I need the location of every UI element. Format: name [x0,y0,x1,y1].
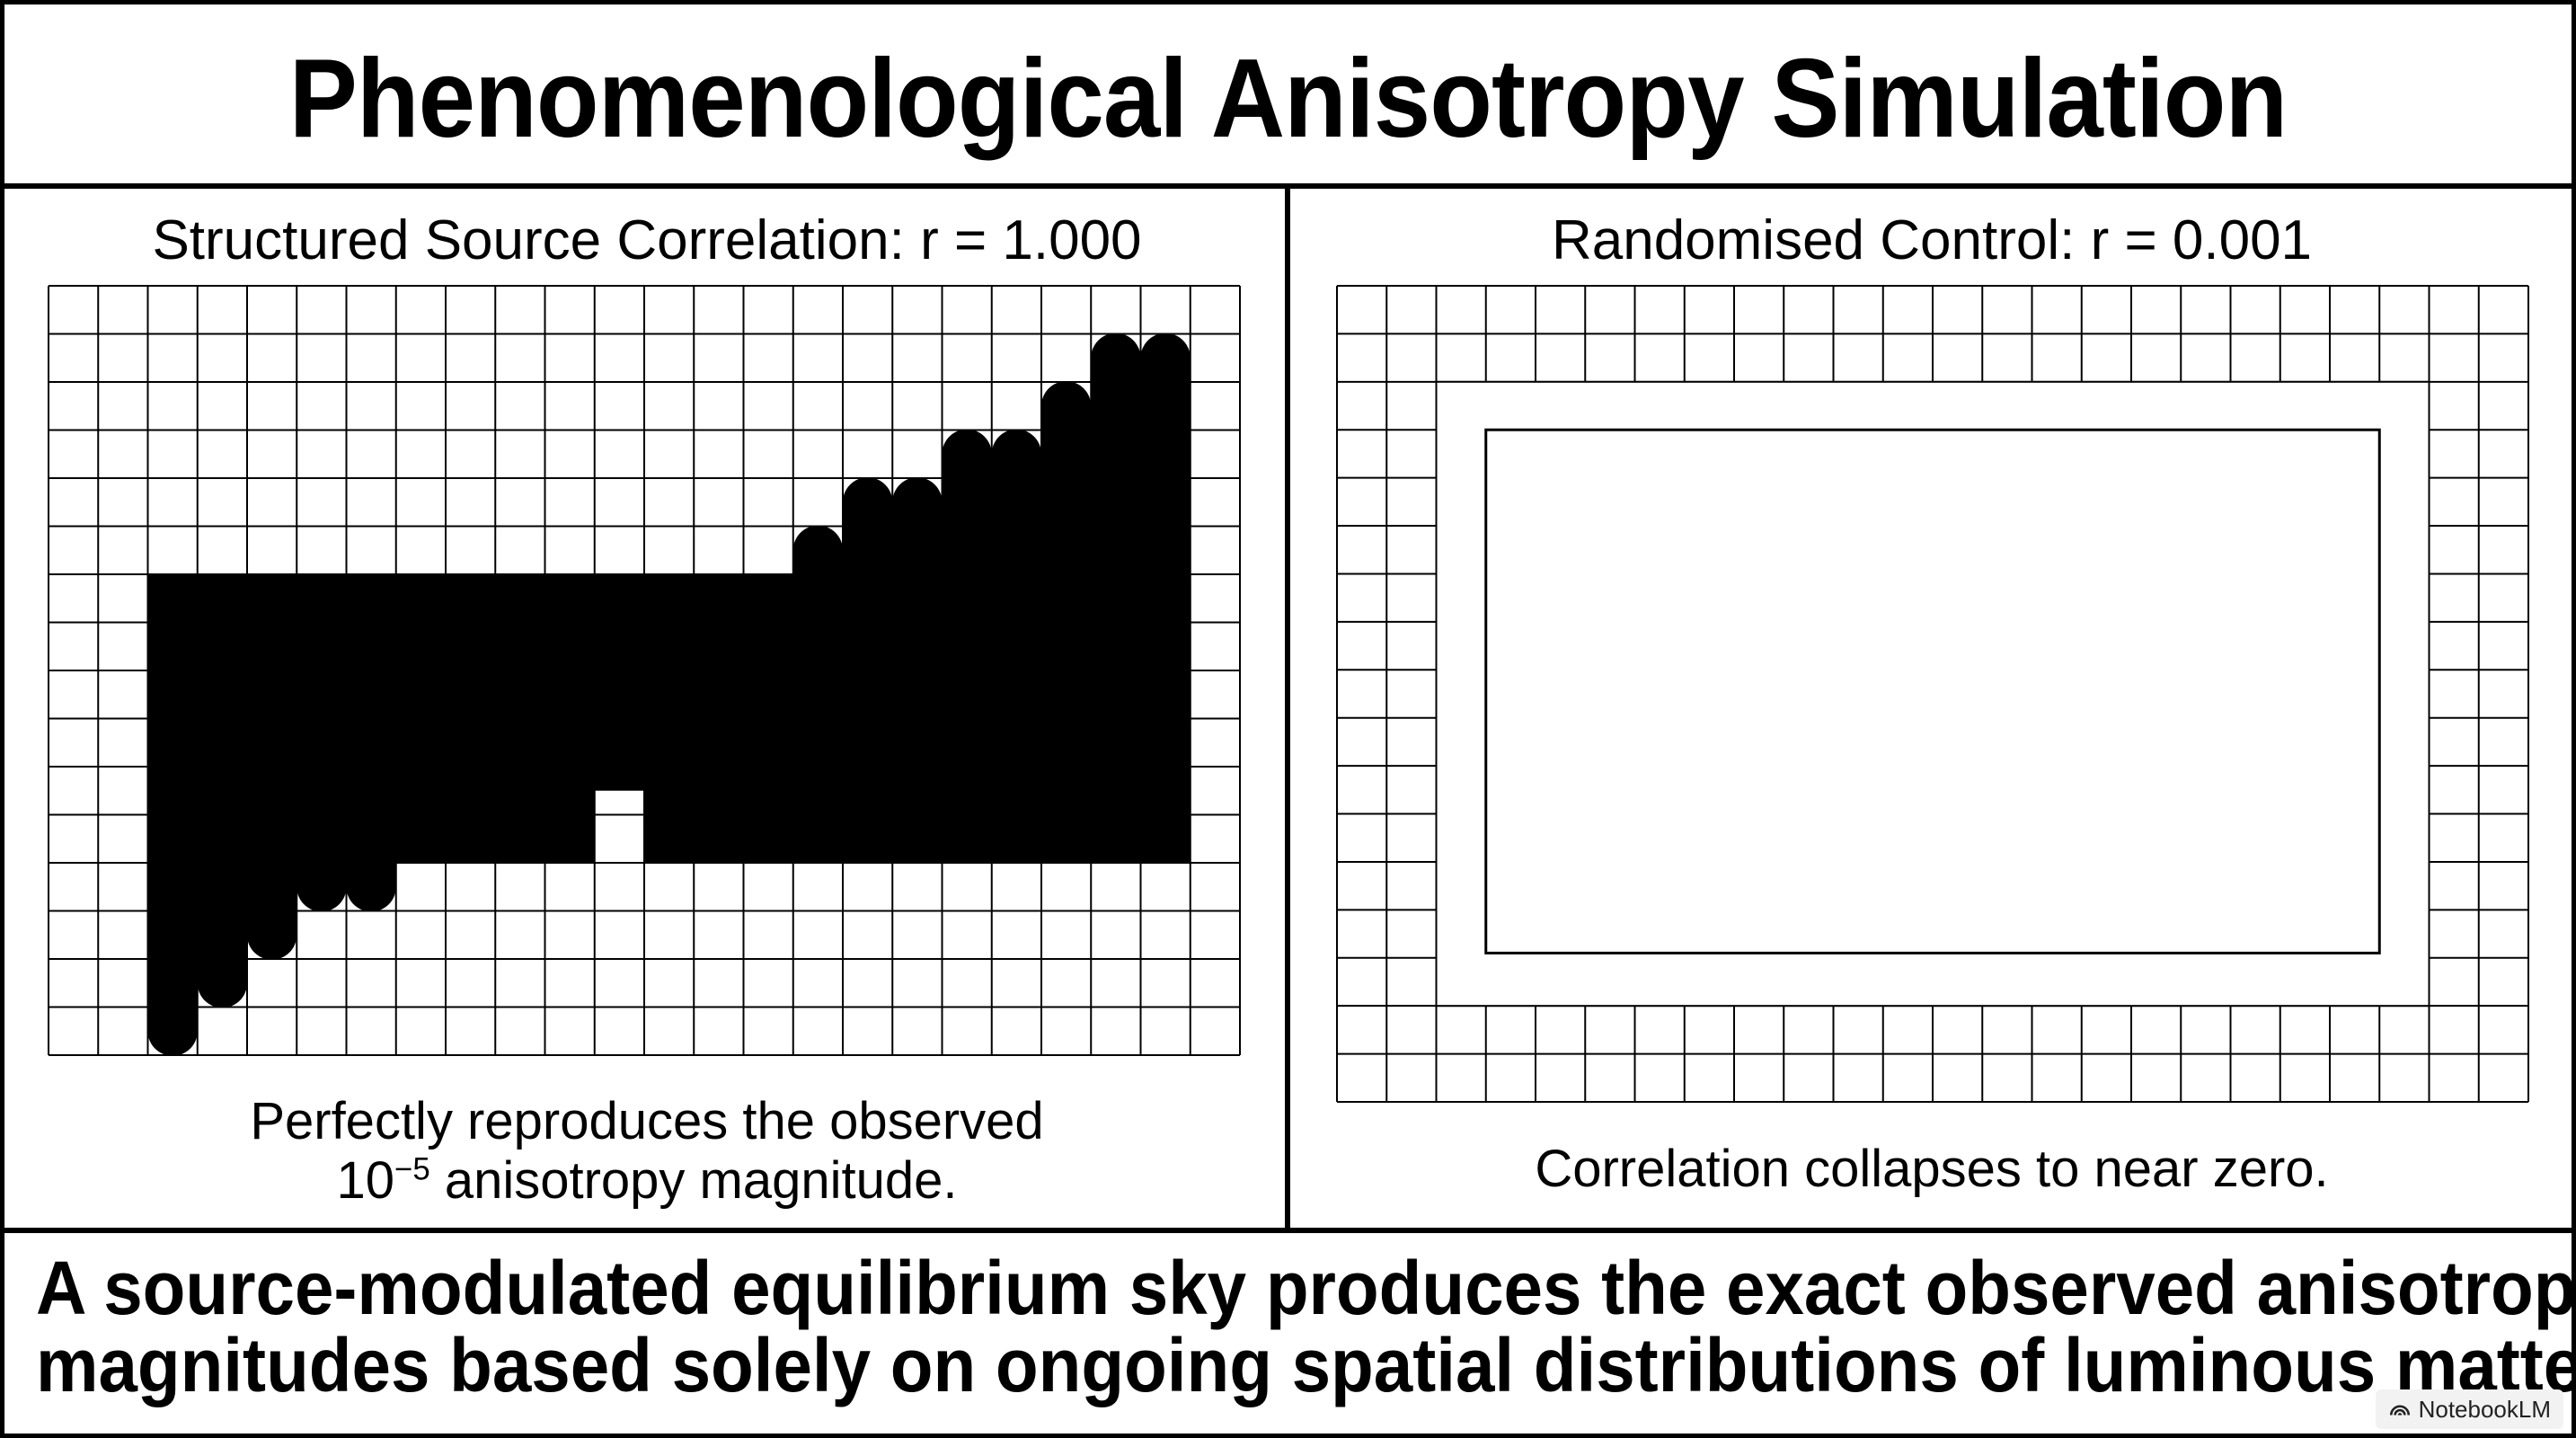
stair-right-column [694,646,744,863]
stair-left-cap [346,862,396,912]
page-title: Phenomenological Anisotropy Simulation [288,37,2288,161]
stair-left-column [247,574,297,936]
stair-left-column [297,574,347,887]
exponent-base: 10 [336,1151,395,1210]
control-inner-field [1435,380,2430,1007]
left-panel-title: Structured Source Correlation: r = 1.000 [152,209,1142,271]
stair-left-cap [147,1006,198,1056]
left-caption-line2: 10−5 anisotropy magnitude. [18,1151,1276,1211]
stair-left-cap [197,958,247,1008]
stair-right-column [942,454,992,863]
stair-right-cap [1140,333,1191,383]
left-caption-line1: Perfectly reproduces the observed [250,1092,1044,1150]
left-caption-line2-rest: anisotropy magnitude. [429,1151,958,1210]
stair-right-cap [892,477,943,528]
right-panel-title: Randomised Control: r = 0.001 [1551,209,2313,271]
left-panel-caption: Perfectly reproduces the observed 10−5 a… [18,1092,1276,1211]
stair-right-column [1041,405,1092,863]
exponent-sup: −5 [394,1151,430,1187]
stair-left-cap [395,813,446,864]
title-divider [0,183,2576,189]
stair-left-column [147,574,198,1032]
stair-left-column [197,574,247,983]
stair-left-cap [495,813,545,864]
right-panel-caption: Correlation collapses to near zero. [1535,1140,2329,1198]
stair-left-column [446,574,496,839]
stair-right-cap [1091,333,1141,383]
stair-right-column [892,502,943,863]
stair-right-cap [991,429,1041,479]
notebooklm-logo-icon [2389,1405,2410,1416]
conclusion-line1: A source-modulated equilibrium sky produ… [36,1246,2576,1330]
stair-right-cap [792,525,843,575]
stair-right-column [1091,358,1141,863]
stair-right-column [991,454,1041,863]
stair-right-cap [843,477,893,528]
stair-right-cap [694,621,744,671]
randomised-control-grid [1336,285,2529,1103]
stair-left-cap [446,813,496,864]
stair-right-column [843,502,893,863]
notebooklm-watermark: NotebookLM [2375,1389,2563,1429]
stair-right-column [1140,358,1191,863]
stair-right-column [792,550,843,863]
control-inner-frame [1484,428,2381,954]
stair-left-column [495,574,545,839]
stair-right-column [743,598,793,863]
conclusion-text: A source-modulated equilibrium sky produ… [36,1246,2576,1407]
stair-right-cap [743,573,793,624]
source-block-bridge [544,574,644,791]
stair-right-cap [1041,381,1092,431]
watermark-label: NotebookLM [2418,1396,2551,1423]
stair-right-cap [942,429,992,479]
stair-left-cap [297,862,347,912]
structured-source-grid [48,285,1241,1056]
source-bump [544,756,595,806]
stair-left-column [395,574,446,839]
stair-left-cap [247,910,297,960]
conclusion-line2: magnitudes based solely on ongoing spati… [36,1323,2576,1407]
panel-divider [1285,189,1290,1231]
stair-left-column [346,574,396,887]
conclusion-divider [0,1228,2576,1233]
